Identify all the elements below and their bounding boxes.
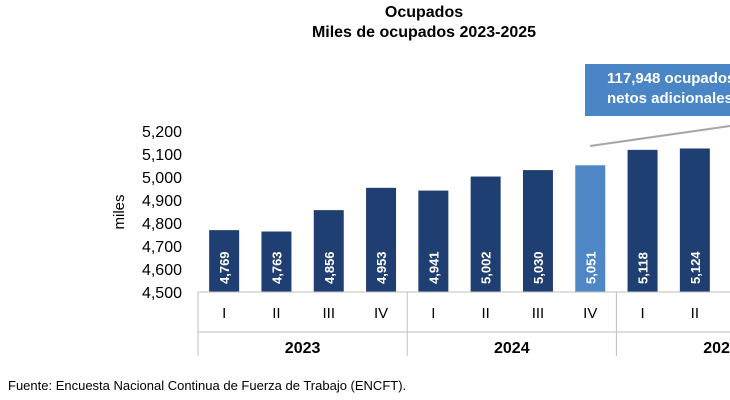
bar <box>313 210 344 292</box>
bar <box>366 187 397 292</box>
chart-title: Ocupados <box>384 4 464 21</box>
bar-value-label: 5,002 <box>479 251 494 284</box>
bar-value-label: 5,051 <box>583 251 598 284</box>
x-tick-label: II <box>481 305 489 322</box>
annotation-line-1: 117,948 ocupados <box>607 70 730 87</box>
x-tick-label: IV <box>374 305 388 322</box>
x-tick-label: I <box>640 305 644 322</box>
bar <box>679 148 710 292</box>
x-tick-label: IV <box>583 305 597 322</box>
bar-value-label: 5,118 <box>636 252 651 284</box>
x-tick-label: I <box>431 305 435 322</box>
bar-value-label: 4,856 <box>322 251 337 284</box>
x-tick-label: III <box>322 305 335 322</box>
x-year-label: 2025 <box>703 340 730 357</box>
bar-value-label: 5,124 <box>688 251 703 284</box>
chart-subtitle: Miles de ocupados 2023-2025 <box>311 24 537 41</box>
y-axis-label: miles <box>111 194 128 229</box>
bar-chart: 4,500 4,600 4,700 4,800 4,900 5,000 5,100 5,200… <box>111 124 730 357</box>
bar <box>209 230 240 292</box>
y-tick-label: 4,500 <box>142 285 182 302</box>
bar <box>522 170 553 292</box>
bar-value-label: 4,763 <box>269 251 284 284</box>
annotation-callout: 117,948 ocupados netos adicionales <box>585 64 730 116</box>
bar <box>261 231 292 292</box>
y-tick-label: 4,800 <box>142 216 182 233</box>
y-tick-label: 5,200 <box>142 124 182 141</box>
y-tick-label: 5,100 <box>142 147 182 164</box>
bar <box>418 190 449 292</box>
x-tick-label: II <box>272 305 280 322</box>
x-tick-label: II <box>691 305 699 322</box>
bar-value-label: 4,769 <box>217 251 232 284</box>
bar-value-label: 5,030 <box>531 251 546 284</box>
y-tick-label: 4,900 <box>142 193 182 210</box>
y-tick-label: 4,600 <box>142 262 182 279</box>
bar <box>470 176 501 292</box>
annotation-pointer <box>589 125 730 147</box>
bar-value-label: 4,941 <box>426 251 441 284</box>
annotation-line-2: netos adicionales <box>607 90 730 107</box>
y-tick-label: 5,000 <box>142 170 182 187</box>
y-tick-label: 4,700 <box>142 239 182 256</box>
bar-value-label: 4,953 <box>374 251 389 284</box>
x-year-label: 2024 <box>494 340 530 357</box>
bar <box>575 165 606 292</box>
x-tick-label: III <box>532 305 545 322</box>
x-tick-label: I <box>222 305 226 322</box>
source-note: Fuente: Encuesta Nacional Continua de Fu… <box>8 378 407 393</box>
x-year-label: 2023 <box>285 340 321 357</box>
bar <box>627 149 658 292</box>
